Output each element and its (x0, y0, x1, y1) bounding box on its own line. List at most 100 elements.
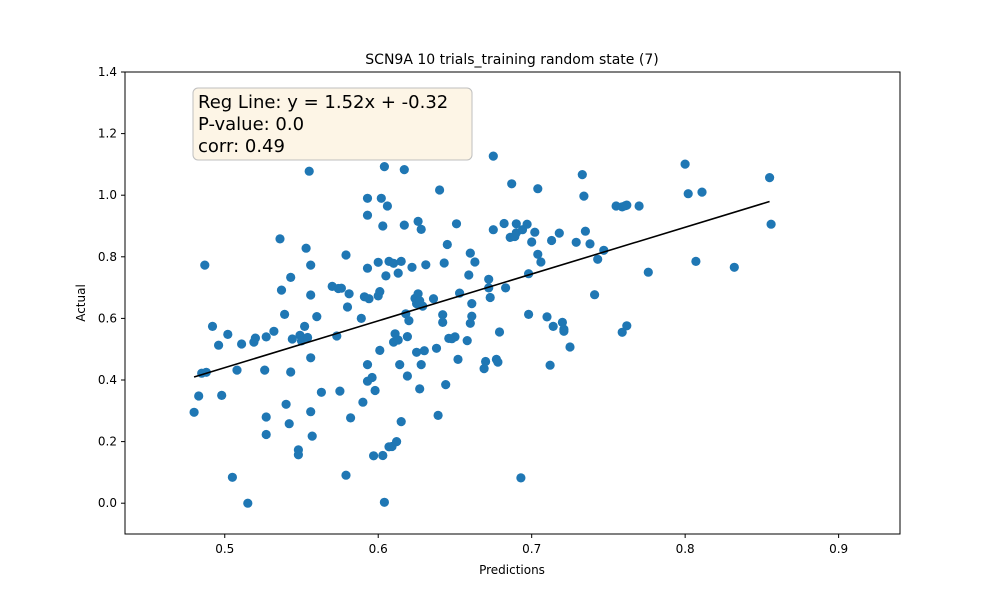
data-point (275, 234, 285, 244)
data-point (402, 332, 412, 342)
data-point (335, 386, 345, 396)
data-point (485, 292, 495, 303)
data-point (527, 237, 537, 247)
data-point (467, 311, 477, 321)
data-point (407, 262, 417, 272)
data-point (450, 332, 460, 342)
data-point (261, 412, 271, 422)
x-axis-label: Predictions (479, 563, 545, 577)
data-point (223, 329, 233, 339)
data-point (364, 294, 374, 304)
data-point (389, 258, 399, 268)
data-point (428, 294, 439, 304)
data-point (435, 185, 445, 195)
data-point (362, 263, 373, 273)
data-point (232, 365, 242, 375)
data-point (439, 258, 449, 268)
data-point (415, 384, 425, 394)
x-tick-label: 0.9 (829, 542, 848, 556)
data-point (227, 472, 237, 482)
data-point (393, 268, 403, 278)
data-point (683, 189, 693, 199)
data-point (765, 173, 775, 183)
data-point (344, 289, 354, 299)
data-point (522, 219, 532, 229)
data-point (375, 287, 385, 297)
chart-title: SCN9A 10 trials_training random state (7… (365, 52, 658, 68)
data-point (189, 407, 199, 417)
data-point (306, 353, 316, 363)
data-point (464, 270, 474, 280)
data-point (545, 360, 555, 370)
data-point (307, 431, 317, 441)
data-point (381, 271, 391, 281)
data-point (399, 165, 409, 175)
data-point (378, 450, 388, 461)
data-point (542, 312, 552, 322)
data-point (341, 250, 351, 260)
annotation-correlation: corr: 0.49 (198, 136, 285, 157)
data-point (412, 347, 422, 357)
data-point (261, 332, 271, 342)
data-point (416, 224, 426, 234)
y-tick-label: 1.4 (98, 65, 117, 79)
data-point (336, 283, 346, 293)
y-axis-label: Actual (74, 284, 88, 322)
data-point (367, 372, 377, 383)
data-points (189, 151, 776, 508)
data-point (312, 312, 322, 322)
data-point (590, 290, 600, 300)
data-point (300, 321, 310, 331)
data-point (373, 257, 383, 267)
data-point (301, 243, 311, 253)
data-point (547, 235, 557, 246)
data-point (479, 364, 489, 374)
data-point (729, 262, 739, 272)
data-point (559, 326, 569, 336)
data-point (548, 321, 558, 331)
data-point (533, 249, 543, 259)
data-point (507, 179, 517, 189)
data-point (516, 473, 526, 483)
data-point (511, 219, 521, 229)
data-point (261, 429, 271, 440)
data-point (379, 497, 389, 507)
data-point (494, 327, 505, 337)
data-point (438, 317, 448, 327)
data-point (622, 321, 632, 331)
data-point (554, 228, 564, 238)
data-point (766, 219, 776, 229)
data-point (413, 216, 423, 226)
y-tick-label: 0.2 (98, 435, 117, 449)
data-point (493, 357, 503, 367)
data-point (565, 342, 575, 352)
data-point (441, 380, 451, 390)
data-point (376, 193, 386, 203)
annotation-regression-line: Reg Line: y = 1.52x + -0.32 (198, 92, 448, 113)
data-point (462, 336, 472, 346)
data-point (442, 239, 452, 250)
data-point (622, 200, 632, 210)
data-point (396, 417, 406, 427)
y-tick-label: 0.0 (98, 496, 117, 510)
data-point (356, 313, 366, 323)
x-tick-label: 0.8 (676, 542, 695, 556)
data-point (341, 470, 351, 480)
x-tick-label: 0.5 (215, 542, 234, 556)
data-point (501, 283, 511, 293)
annotation-background (192, 87, 473, 161)
data-point (593, 254, 603, 264)
data-point (346, 413, 356, 423)
data-point (431, 343, 442, 353)
annotation-p-value: P-value: 0.0 (198, 114, 304, 135)
data-point (484, 274, 494, 284)
data-point (481, 356, 491, 367)
data-point (286, 272, 296, 282)
data-point (530, 227, 540, 237)
data-point (250, 333, 260, 343)
data-point (580, 226, 591, 236)
data-point (362, 193, 373, 203)
data-point (375, 345, 385, 355)
data-point (419, 346, 429, 356)
